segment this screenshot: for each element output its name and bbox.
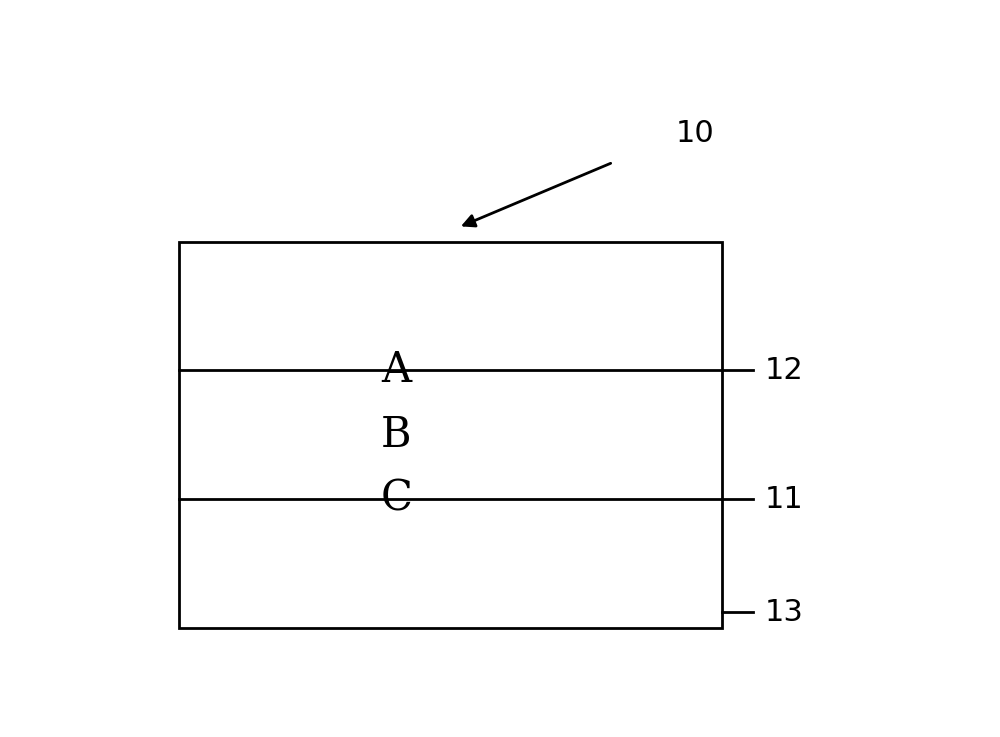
- Text: 10: 10: [675, 119, 714, 148]
- Text: A: A: [381, 349, 411, 391]
- Text: 12: 12: [764, 356, 803, 385]
- Bar: [179, 242, 722, 628]
- Text: C: C: [380, 478, 412, 520]
- Text: 11: 11: [764, 484, 803, 514]
- Text: 13: 13: [764, 598, 803, 626]
- Text: B: B: [381, 413, 412, 455]
